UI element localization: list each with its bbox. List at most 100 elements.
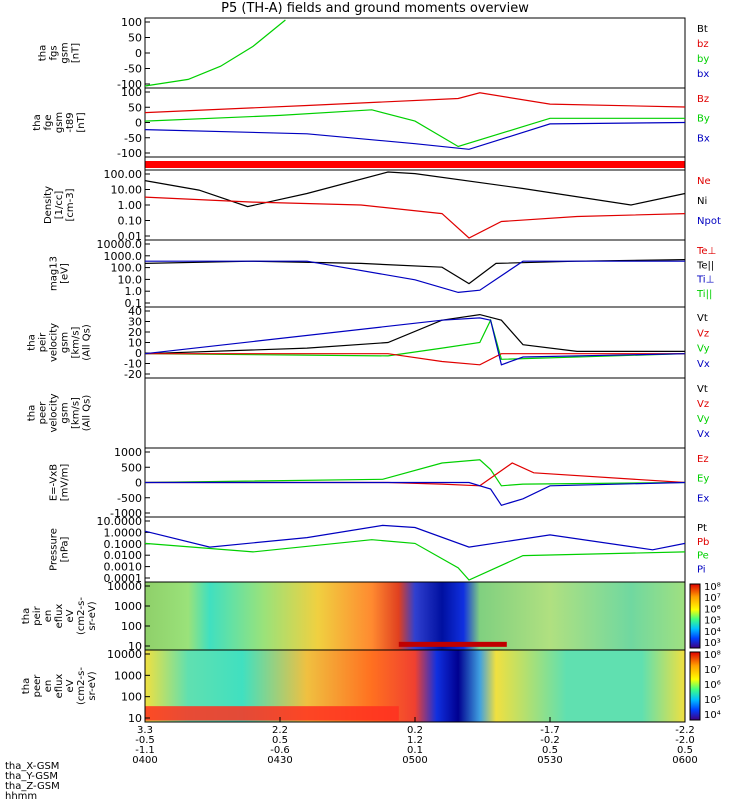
legend-entry: Vt	[697, 313, 708, 324]
legend-entry: Te||	[696, 260, 714, 271]
legend-entry: Pi	[697, 564, 706, 575]
y-tick-label: 100	[121, 86, 142, 99]
panel-bar	[144, 156, 686, 171]
y-tick-label: 30	[128, 316, 142, 329]
colorbar-label: 10⁶	[704, 604, 721, 615]
legend-entry: Bt	[697, 24, 708, 35]
colorbar-label: 10⁷	[704, 665, 721, 676]
y-tick-label: 1000	[114, 669, 142, 682]
y-tick-label: 1000	[114, 600, 142, 613]
red-status-bar	[145, 161, 685, 168]
y-tick-label: 10.0	[118, 273, 143, 286]
colorbar-label: 10⁴	[704, 710, 721, 721]
y-tick-label: 100	[121, 691, 142, 704]
y-tick-label: 100	[121, 16, 142, 29]
footer-value: 3.3	[137, 725, 153, 736]
y-tick-label: 1.00	[118, 199, 143, 212]
series-peir-Vt	[144, 313, 685, 355]
legend-entry: bz	[697, 39, 709, 50]
colorbar-label: 10⁴	[704, 627, 721, 638]
y-tick-label: -10	[124, 358, 142, 371]
panel-frame-temp	[144, 239, 686, 308]
legend-entry: Ti||	[696, 289, 712, 300]
y-tick-label: 0.0001	[104, 572, 143, 585]
legend-entry: Bz	[697, 94, 709, 105]
series-peir-Vy	[144, 318, 686, 360]
spectrogram-peir	[145, 582, 685, 650]
series-efield-Ey	[144, 459, 686, 487]
y-axis-label: thapeirenefluxeV(cm2-s-sr-eV)	[21, 597, 98, 635]
colorbar	[689, 583, 701, 649]
y-tick-label: 10.00	[111, 184, 143, 197]
y-axis-label: thapeerenefluxeV(cm2-s-sr-eV)	[21, 667, 98, 705]
legend-entry: Npot	[697, 216, 721, 227]
legend-entry: Ez	[697, 454, 709, 465]
y-tick-label: 10000	[107, 648, 142, 661]
y-tick-label: -50	[124, 63, 142, 76]
y-tick-label: -50	[124, 132, 142, 145]
legend-entry: Pe	[697, 551, 709, 562]
panel-frame-peer	[144, 377, 686, 449]
series-density-Ni	[144, 171, 686, 208]
y-tick-label: 0	[135, 347, 142, 360]
colorbar-label: 10³	[704, 638, 721, 649]
legend-entry: Te⊥	[696, 246, 716, 257]
legend-entry: Ne	[697, 176, 711, 187]
y-tick-label: -20	[124, 368, 142, 381]
colorbar-label: 10⁷	[704, 593, 721, 604]
series-pressure-Pe	[144, 539, 686, 581]
footer-value: -0.5	[135, 735, 155, 746]
panel-frame-fge	[144, 87, 686, 158]
y-tick-label: 10000	[107, 580, 142, 593]
panel-peer: thapeervelocitygsm[km/s](All Qs) Vt Vz Vy Vx	[27, 377, 710, 449]
y-tick-label: 50	[128, 101, 142, 114]
y-tick-label: 0.1000	[104, 538, 143, 551]
series-peir-Vz	[145, 353, 685, 366]
y-tick-label: 50	[128, 32, 142, 45]
y-tick-label: 10	[128, 640, 142, 653]
legend-entry: Ti⊥	[696, 275, 714, 286]
legend-entry: Vy	[697, 414, 710, 425]
series-pressure-Pi	[144, 524, 686, 551]
y-tick-label: 100.00	[104, 168, 143, 181]
panel-frame-density	[144, 169, 686, 241]
panel-peirspec: 10000 1000 100 10 thapeirenefluxeV(cm2-s-sr-…	[21, 580, 721, 653]
series-fge-Bz	[144, 92, 686, 114]
footer-value: 0.5	[542, 745, 558, 756]
y-axis-label: Density[1/cc][cm-3]	[43, 186, 76, 224]
legend-entry: Vz	[697, 399, 709, 410]
footer-value: 0430	[267, 755, 292, 766]
panel-density: 100.00 10.00 1.00 0.10 0.01 Density[1/cc][cm-…	[43, 168, 721, 243]
colorbar-label: 10⁵	[704, 616, 721, 627]
y-tick-label: 1000	[114, 446, 142, 459]
footer-value: 0.2	[407, 725, 423, 736]
legend-entry: bx	[697, 69, 709, 80]
legend-entry: Vy	[697, 344, 710, 355]
footer-row-time: hhmm	[5, 791, 38, 802]
footer-value: 2.2	[272, 725, 288, 736]
panel-frame-peir	[144, 306, 686, 379]
legend-entry: Ni	[697, 196, 707, 207]
panel-fgs: 100 50 0 -50 -100 thafgsgsm[nT] Bt bz by bx	[38, 16, 710, 91]
footer-value: -0.6	[270, 745, 290, 756]
legend-entry: Vt	[697, 384, 708, 395]
series-density-Ne	[144, 196, 686, 239]
legend-entry: Vx	[697, 429, 710, 440]
legend-entry: Ex	[697, 493, 709, 504]
y-axis-label: mag13[eV]	[49, 256, 71, 291]
footer-value: 0600	[672, 755, 697, 766]
footer-row-x: tha_X-GSM	[5, 761, 60, 772]
series-efield-Ex	[145, 481, 686, 507]
footer-row-y: tha_Y-GSM	[5, 771, 59, 782]
series-temp-Ti	[145, 260, 685, 294]
y-tick-label: 1.0000	[104, 526, 143, 539]
y-axis-label: thapeirvelocitygsm[km/s](All Qs)	[27, 323, 93, 362]
y-tick-label: 10000.0	[97, 238, 143, 251]
legend-entry: Vz	[697, 328, 709, 339]
footer-value: 0400	[132, 755, 157, 766]
y-axis-label: E=-VxB[mV/m]	[49, 464, 71, 502]
series-peir-Vx	[144, 317, 686, 366]
y-tick-label: 0.0100	[104, 549, 143, 562]
